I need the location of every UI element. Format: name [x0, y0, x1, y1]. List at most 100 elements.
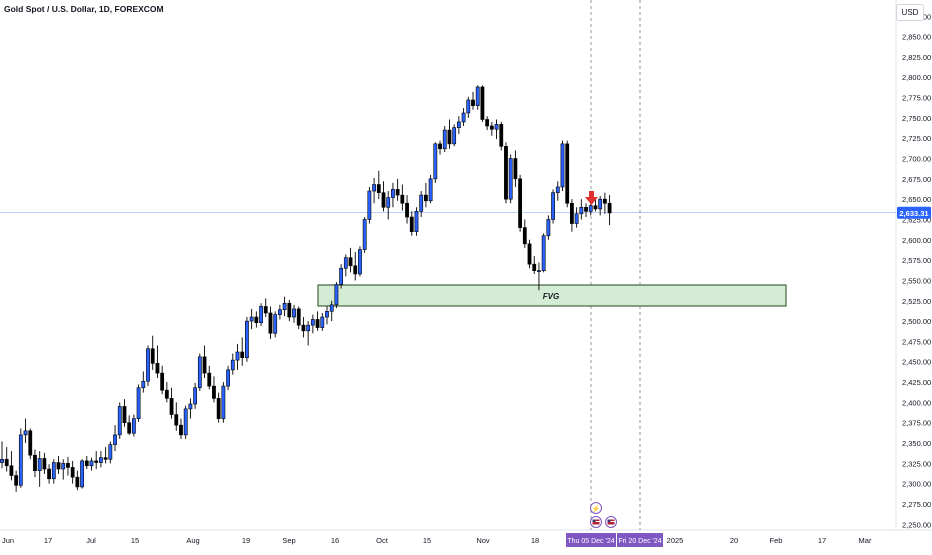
candle [108, 441, 113, 464]
candle-body [452, 127, 457, 145]
candle-body [579, 206, 584, 215]
candle [155, 345, 160, 378]
candle-body [273, 314, 278, 334]
price-tick-label: 2,525.00 [902, 297, 931, 306]
candle [570, 199, 574, 232]
price-tick-label: 2,425.00 [902, 378, 931, 387]
price-tick-label: 2,650.00 [902, 195, 931, 204]
time-tick-label: Sep [282, 536, 295, 545]
candle-body [310, 319, 315, 326]
candle-body [141, 380, 146, 389]
candle [273, 311, 278, 338]
price-tick-label: 2,725.00 [902, 134, 931, 143]
flag-canton [592, 519, 596, 522]
candle [28, 428, 33, 460]
candle [579, 199, 584, 220]
candle-body [301, 324, 306, 332]
candle-body [4, 458, 9, 467]
currency-button[interactable]: USD [896, 4, 924, 21]
candle-body [584, 206, 588, 212]
candle-body [334, 284, 339, 306]
candle [287, 299, 292, 322]
candle-body [259, 306, 263, 324]
candle-body [362, 219, 367, 250]
candle [179, 418, 183, 439]
time-tick-label: 20 [730, 536, 738, 545]
candle [452, 124, 457, 147]
us-flag-icon [590, 516, 602, 528]
price-tick-label: 2,825.00 [902, 53, 931, 62]
fvg-zone [317, 284, 787, 307]
candle-body [565, 143, 570, 204]
candle-body [207, 372, 212, 387]
candle-body [593, 205, 598, 210]
candle [4, 447, 9, 472]
date-marker: Thu 05 Dec '24 [566, 533, 616, 547]
candle [433, 142, 438, 183]
candle [315, 311, 320, 331]
candle-body [447, 129, 452, 145]
candle [494, 119, 499, 140]
candle [513, 150, 518, 187]
candle [400, 184, 405, 211]
candle-body [47, 468, 52, 480]
fvg-label: FVG [543, 292, 559, 301]
price-tick-label: 2,475.00 [902, 337, 931, 346]
candle [42, 452, 47, 474]
time-tick-label: Feb [770, 536, 783, 545]
candle [240, 337, 245, 366]
price-tick-label: 2,575.00 [902, 256, 931, 265]
candle [89, 457, 94, 471]
candle-body [0, 458, 4, 463]
candle-body [461, 112, 466, 123]
candle-body [108, 444, 113, 460]
candle [598, 195, 603, 216]
candle-body [489, 125, 494, 130]
candle-body [518, 178, 523, 228]
date-marker: Fri 20 Dec '24 [617, 533, 663, 547]
candle-body [400, 194, 405, 204]
candle-body [249, 316, 254, 322]
candle-body [122, 406, 127, 423]
current-price-badge [897, 206, 931, 219]
candle-body [66, 463, 70, 468]
candle [339, 264, 344, 289]
candle-body [372, 184, 376, 192]
candle [362, 217, 367, 253]
candle [537, 262, 541, 291]
candle [193, 382, 198, 409]
candle-body [325, 311, 329, 318]
candle [527, 239, 532, 269]
candle [37, 451, 42, 487]
flag-canton [607, 519, 611, 522]
time-tick-label: 2025 [667, 536, 684, 545]
time-tick-label: 15 [131, 536, 139, 545]
candle [372, 178, 376, 204]
candle [367, 186, 372, 224]
candle-body [602, 198, 607, 204]
candle [122, 399, 127, 427]
candle-body [75, 476, 80, 488]
candle [438, 140, 442, 155]
candle [461, 108, 466, 126]
candle [136, 384, 141, 422]
candle [146, 345, 150, 387]
candle [174, 402, 179, 431]
candle [471, 91, 475, 110]
candle-body [56, 462, 61, 470]
candle-body [51, 462, 56, 480]
candle [560, 140, 565, 192]
candle [56, 456, 61, 474]
candle [584, 203, 588, 218]
candle-body [315, 319, 320, 328]
candle [489, 121, 494, 136]
candle [84, 456, 89, 470]
candle-body [113, 434, 117, 445]
candle [602, 192, 607, 214]
candle [268, 306, 273, 339]
candle [9, 451, 14, 481]
candle [358, 246, 362, 277]
candle-body [574, 213, 579, 224]
